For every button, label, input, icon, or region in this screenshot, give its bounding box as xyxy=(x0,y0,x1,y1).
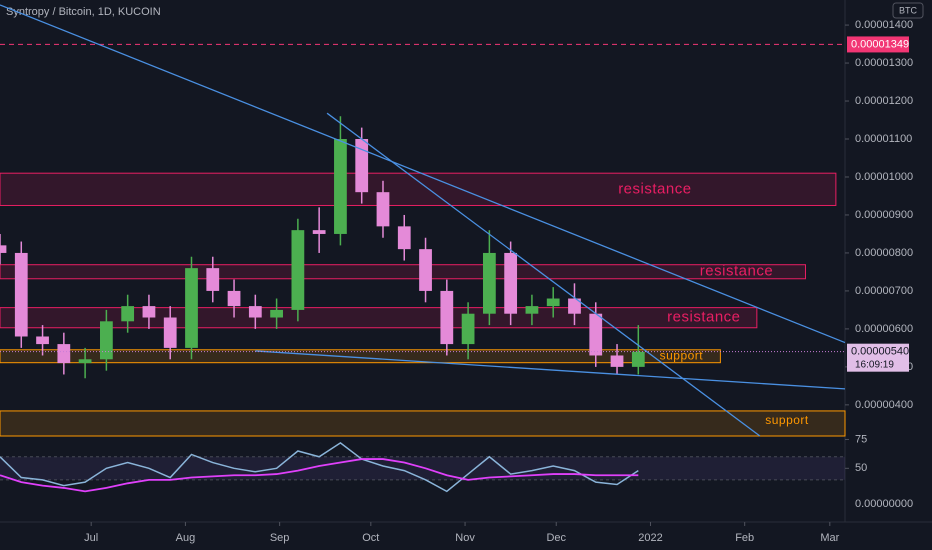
zone-label: support xyxy=(765,413,809,427)
y-tick-label: 0.00000400 xyxy=(855,399,913,411)
candle-body xyxy=(397,226,411,250)
x-tick-label: 2022 xyxy=(638,532,662,544)
candle-body xyxy=(206,268,220,291)
y-tick-label: 0.00000700 xyxy=(855,285,913,297)
candle-body xyxy=(504,252,518,314)
candle-body xyxy=(525,306,539,314)
last-price-badge xyxy=(847,343,909,372)
candle-body xyxy=(631,351,645,367)
candle-body xyxy=(355,139,369,193)
y-tick-label: 0.00001200 xyxy=(855,95,913,107)
candle-body xyxy=(610,355,624,367)
currency: BTC xyxy=(899,5,918,15)
trendline xyxy=(255,350,846,390)
y-tick-label: 0.00001000 xyxy=(855,171,913,183)
zone xyxy=(0,307,758,329)
candle-body xyxy=(57,344,71,364)
trendline xyxy=(0,4,846,344)
trendline xyxy=(326,112,761,437)
candle-body xyxy=(312,230,326,234)
candle-body xyxy=(440,290,454,345)
candle-body xyxy=(334,139,347,234)
rsi-line xyxy=(0,442,639,493)
candle-body xyxy=(14,252,28,337)
candle-body xyxy=(121,306,135,322)
candle-body xyxy=(36,336,49,345)
x-tick-label: Mar xyxy=(820,532,839,544)
candle-body xyxy=(589,313,603,356)
zone-label: resistance xyxy=(667,309,740,326)
y-tick-label: 0.00000800 xyxy=(855,247,913,259)
candle-body xyxy=(142,306,156,318)
x-tick-label: Oct xyxy=(362,532,379,544)
zone-label: support xyxy=(660,348,704,362)
chart-title: Syntropy / Bitcoin, 1D, KUCOIN xyxy=(6,6,161,18)
countdown: 16:09:19 xyxy=(855,359,894,370)
last-price-label: 0.00000540 xyxy=(851,346,909,358)
x-tick-label: Dec xyxy=(546,532,566,544)
rsi-tick-label: 75 xyxy=(855,433,867,445)
candle-body xyxy=(163,317,177,348)
y-tick-label: 0.00001300 xyxy=(855,57,913,69)
candle-body xyxy=(419,249,432,291)
rsi-ma-line xyxy=(0,458,639,493)
candle-body xyxy=(568,298,581,314)
zone xyxy=(0,172,837,206)
y-tick-label: 0.00001400 xyxy=(855,19,913,31)
alert-label: 0.00001349 xyxy=(851,38,909,50)
zone-label: resistance xyxy=(700,263,773,280)
candle-body xyxy=(248,306,262,318)
candle-body xyxy=(461,313,475,345)
x-tick-label: Aug xyxy=(176,532,196,544)
x-tick-label: Nov xyxy=(455,532,475,544)
candle-body xyxy=(482,252,496,314)
zone xyxy=(0,349,721,364)
x-tick-label: Sep xyxy=(270,532,290,544)
currency-badge xyxy=(892,2,924,19)
candle-body xyxy=(185,268,198,348)
y-tick-label: 0.00001100 xyxy=(855,133,912,145)
rsi-tick-label: 50 xyxy=(855,462,867,474)
alert-badge xyxy=(847,36,909,53)
zone xyxy=(0,410,846,437)
x-tick-label: Jul xyxy=(84,532,98,544)
candle-body xyxy=(0,245,7,253)
candle-body xyxy=(291,230,305,310)
y-tick-label: 0.00000600 xyxy=(855,323,913,335)
y-tick-label: 0.00000900 xyxy=(855,209,913,221)
x-tick-label: Feb xyxy=(735,532,754,544)
candle-body xyxy=(376,192,390,227)
lower-pane-label: 0.00000000 xyxy=(855,498,913,510)
candle-body xyxy=(270,309,283,318)
candle-body xyxy=(227,290,241,307)
candle-body xyxy=(78,359,92,364)
zone-label: resistance xyxy=(618,180,691,197)
candle-body xyxy=(546,298,560,307)
candle-body xyxy=(100,321,113,360)
zone xyxy=(0,264,806,280)
